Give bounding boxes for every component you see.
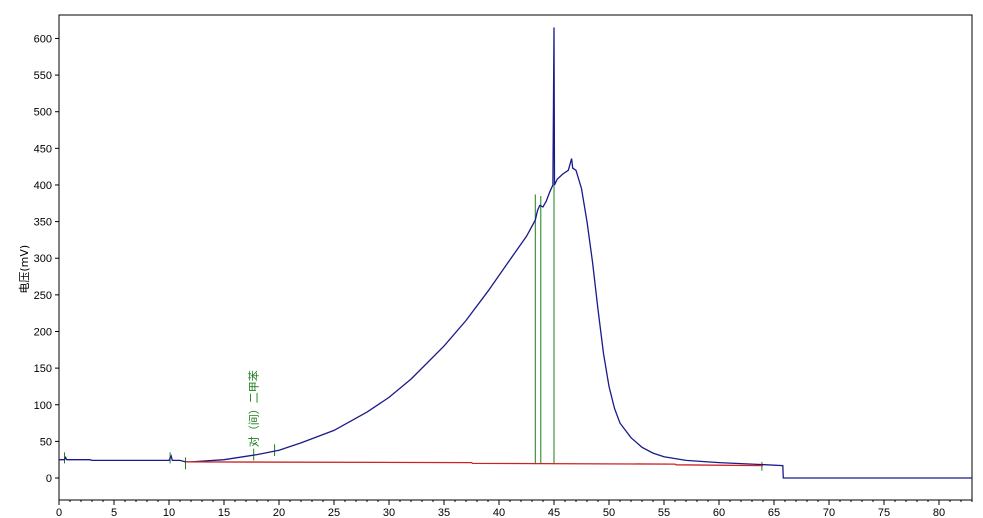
series-group (59, 27, 972, 479)
x-tick-label: 0 (56, 507, 62, 518)
x-tick-label: 5 (111, 507, 117, 518)
x-axis: 0 5 10 15 20 25 30 35 40 45 50 55 60 65 70 75 80 (56, 500, 973, 518)
y-tick-label: 150 (34, 363, 52, 375)
baseline-line (185, 461, 764, 467)
plot-frame (58, 14, 973, 501)
x-tick-label: 35 (438, 507, 450, 518)
y-axis-title: 电压(mV) (18, 245, 31, 294)
y-tick-label: 50 (40, 436, 52, 448)
y-tick-label: 300 (34, 253, 52, 265)
y-tick-label: 500 (34, 107, 52, 119)
x-tick-label: 10 (163, 507, 175, 518)
y-tick-label: 600 (34, 33, 52, 45)
annotations: 对（间）二甲苯 (247, 370, 261, 447)
y-tick-label: 200 (34, 326, 52, 338)
x-tick-label: 80 (933, 507, 945, 518)
x-tick-label: 75 (878, 507, 890, 518)
x-tick-label: 60 (713, 507, 725, 518)
x-tick-label: 55 (658, 507, 670, 518)
x-tick-label: 45 (548, 507, 560, 518)
y-tick-label: 100 (34, 400, 52, 412)
y-tick-label: 450 (34, 143, 52, 155)
x-tick-label: 50 (603, 507, 615, 518)
signal-line (59, 27, 972, 479)
y-tick-label: 550 (34, 70, 52, 82)
x-tick-label: 30 (383, 507, 395, 518)
y-tick-label: 350 (34, 217, 52, 229)
y-axis: 0 50 100 150 200 250 300 350 400 450 500 550 600 (34, 33, 59, 485)
peak-label: 对（间）二甲苯 (247, 370, 261, 447)
x-tick-label: 15 (218, 507, 230, 518)
y-tick-label: 400 (34, 180, 52, 192)
x-tick-label: 25 (328, 507, 340, 518)
x-tick-label: 40 (493, 507, 505, 518)
y-tick-label: 0 (46, 473, 52, 485)
x-tick-label: 70 (823, 507, 835, 518)
peak-markers (64, 184, 763, 471)
y-tick-label: 250 (34, 290, 52, 302)
x-tick-label: 65 (768, 507, 780, 518)
x-tick-label: 20 (273, 507, 285, 518)
